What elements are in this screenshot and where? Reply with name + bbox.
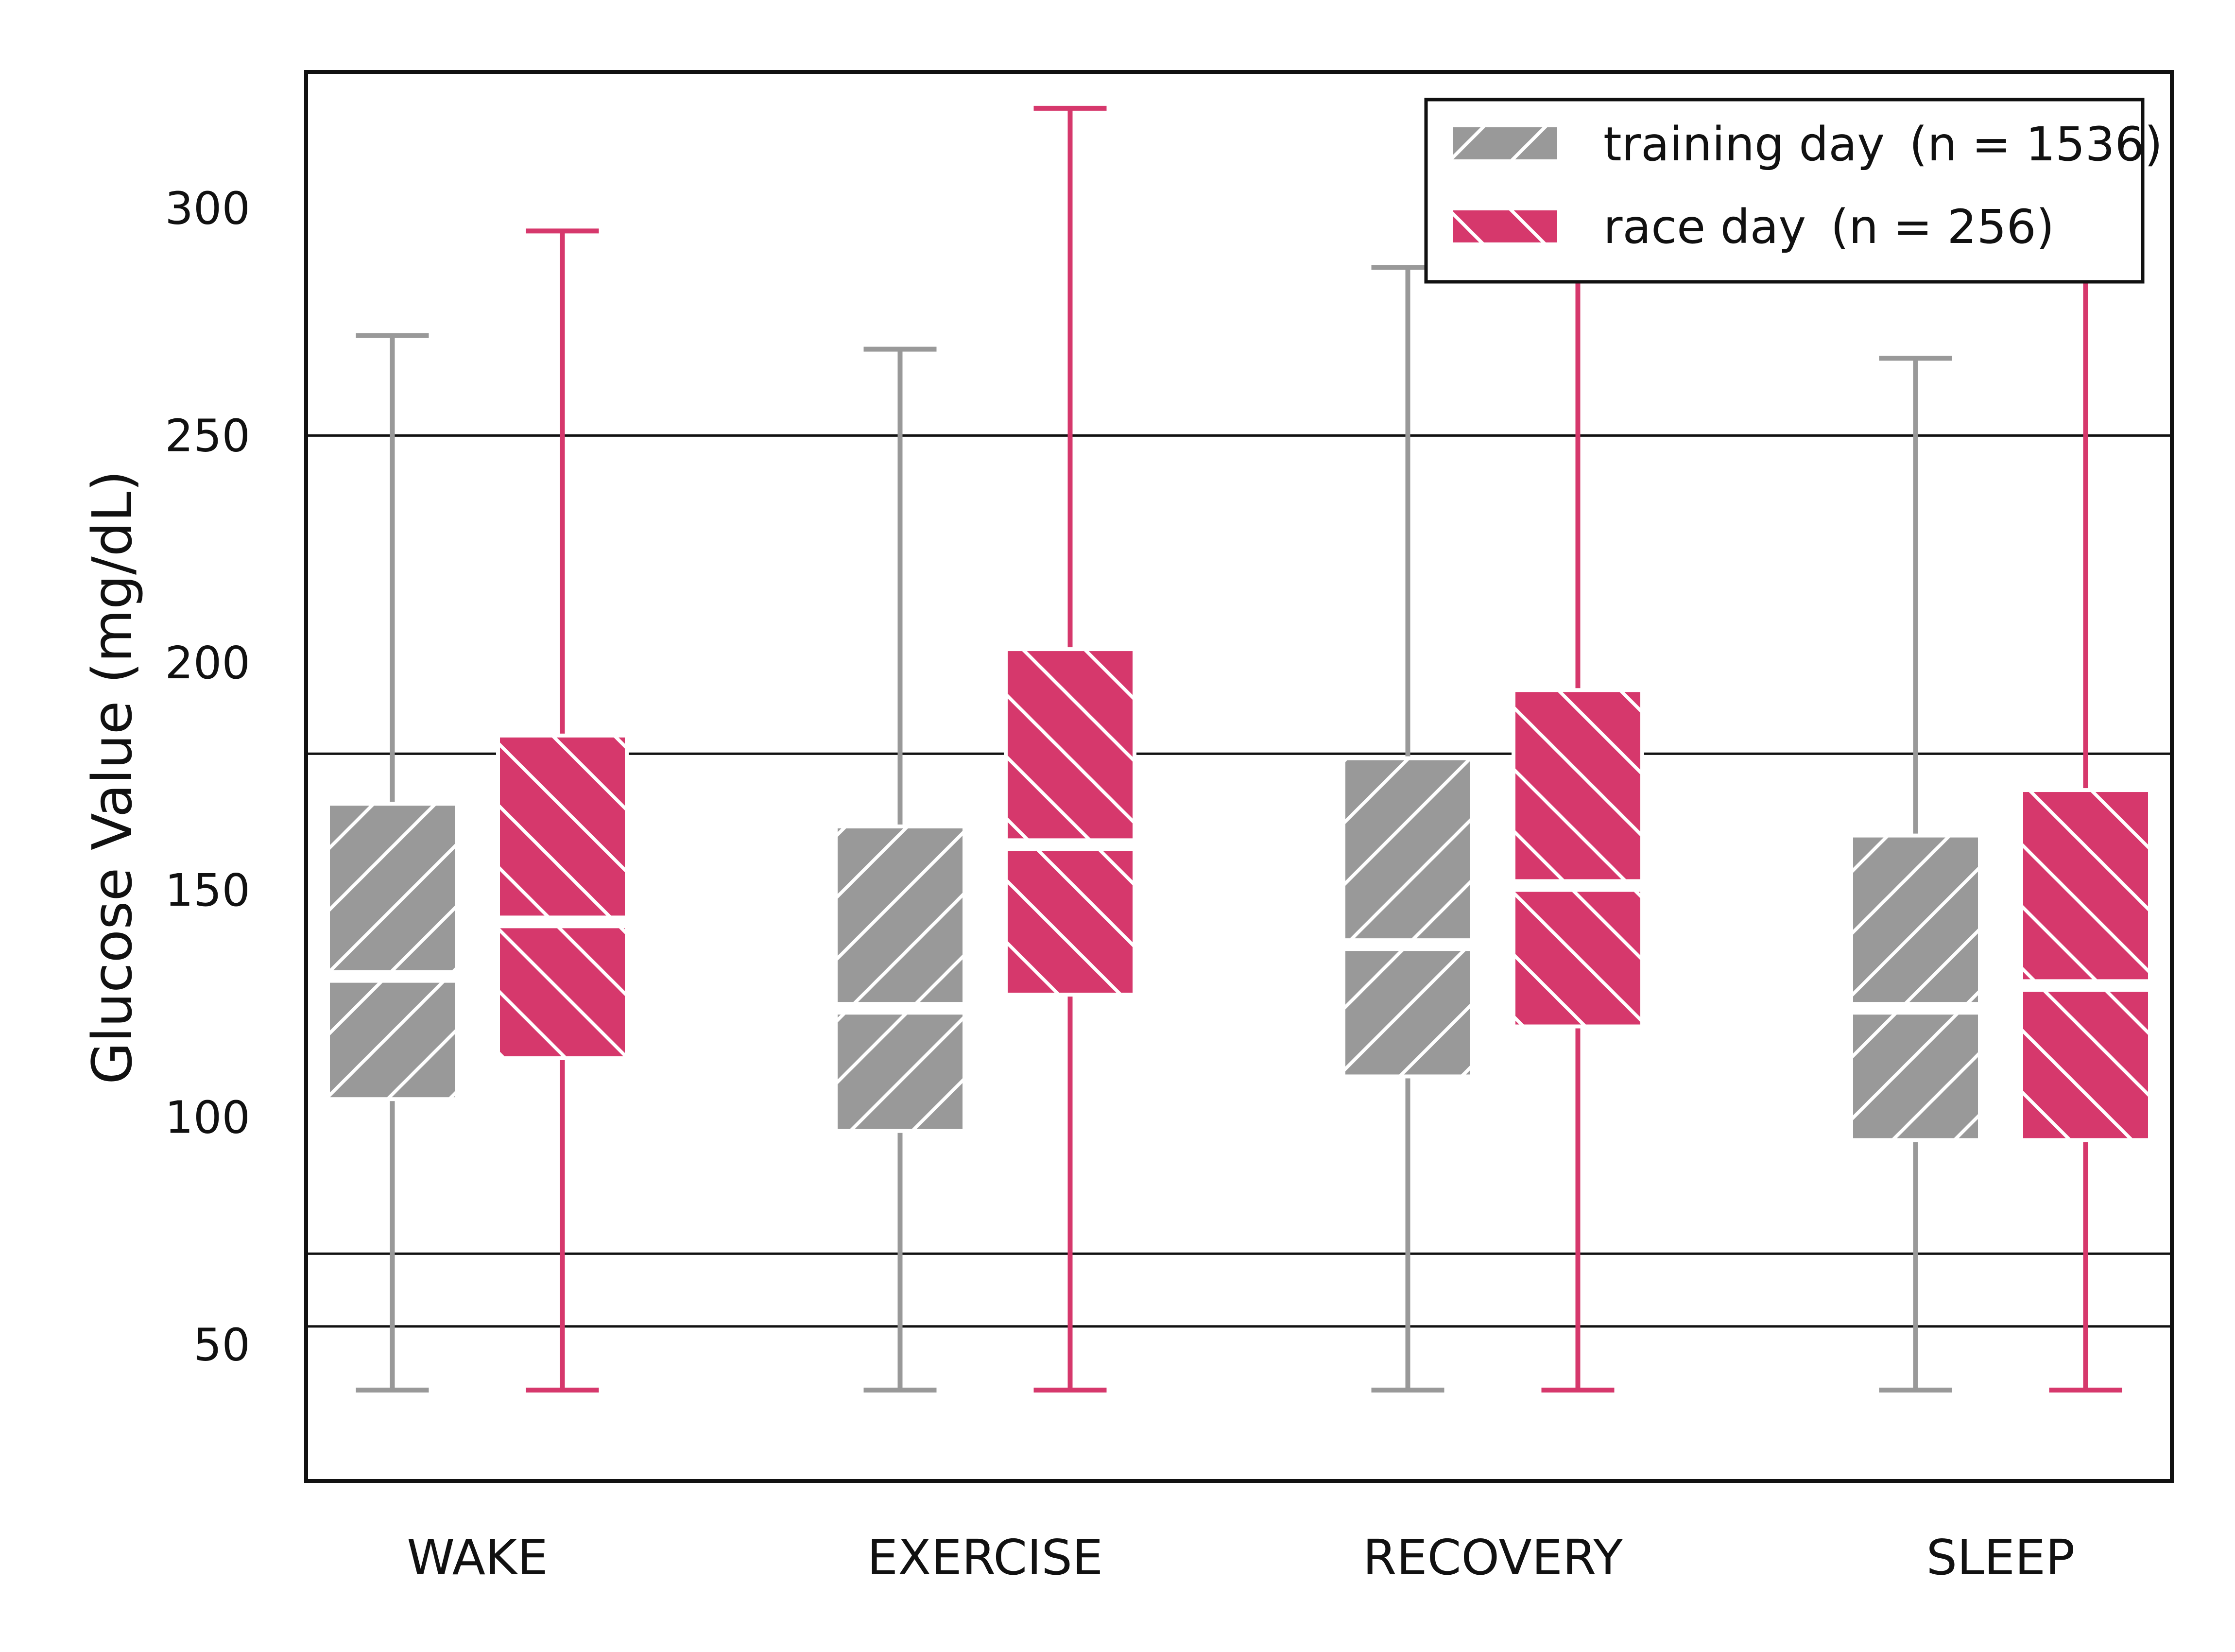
y-axis-label: Glucose Value (mg/dL) bbox=[81, 470, 144, 1084]
box-race-day-exercise bbox=[1004, 105, 1136, 1393]
legend-label-training: training day (n = 1536) bbox=[1603, 117, 2163, 172]
y-axis-ticks: 50 100 150 200 250 300 bbox=[165, 183, 250, 1371]
box-race-day-recovery bbox=[1512, 228, 1644, 1393]
y-tick-label-200: 200 bbox=[165, 637, 250, 689]
box-body bbox=[2019, 788, 2152, 1142]
x-axis-category-labels: WAKE EXERCISE RECOVERY SLEEP bbox=[407, 1529, 2075, 1586]
legend-n-race: (n = 256) bbox=[1831, 200, 2054, 254]
legend-series-name-training: training day bbox=[1603, 117, 1885, 172]
legend-n-training: (n = 1536) bbox=[1909, 117, 2163, 172]
y-tick-label-100: 100 bbox=[165, 1092, 250, 1144]
legend-series-name-race: race day bbox=[1603, 200, 1806, 254]
box-training-day-exercise bbox=[834, 346, 966, 1393]
box-group-recovery bbox=[1341, 228, 1644, 1393]
legend-swatch-training bbox=[1453, 127, 1557, 159]
legend-label-race: race day (n = 256) bbox=[1603, 200, 2054, 254]
box-training-day-wake bbox=[326, 333, 459, 1393]
box-body bbox=[1849, 833, 1982, 1142]
box-training-day-recovery bbox=[1341, 265, 1474, 1393]
box-groups bbox=[326, 105, 2152, 1393]
x-category-label-wake: WAKE bbox=[407, 1529, 548, 1586]
legend-swatch-race bbox=[1453, 210, 1557, 242]
y-tick-label-150: 150 bbox=[165, 864, 250, 916]
box-body bbox=[326, 802, 459, 1101]
y-tick-label-300: 300 bbox=[165, 183, 250, 235]
box-training-day-sleep bbox=[1849, 356, 1982, 1393]
box-body bbox=[1004, 647, 1136, 997]
box-group-exercise bbox=[834, 105, 1136, 1393]
y-tick-label-250: 250 bbox=[165, 410, 250, 462]
x-category-label-sleep: SLEEP bbox=[1926, 1529, 2075, 1586]
box-body bbox=[1512, 688, 1644, 1029]
box-body bbox=[834, 824, 966, 1133]
box-group-sleep bbox=[1849, 228, 2152, 1393]
box-group-wake bbox=[326, 228, 629, 1393]
y-tick-label-50: 50 bbox=[193, 1319, 250, 1371]
box-race-day-sleep bbox=[2019, 228, 2152, 1393]
x-category-label-recovery: RECOVERY bbox=[1363, 1529, 1623, 1586]
x-category-label-exercise: EXERCISE bbox=[867, 1529, 1103, 1586]
box-race-day-wake bbox=[496, 228, 629, 1393]
box-body bbox=[496, 733, 629, 1060]
plot-frame bbox=[304, 70, 2174, 1483]
box-body bbox=[1341, 756, 1474, 1079]
legend: training day (n = 1536) race day (n = 25… bbox=[1424, 98, 2163, 284]
